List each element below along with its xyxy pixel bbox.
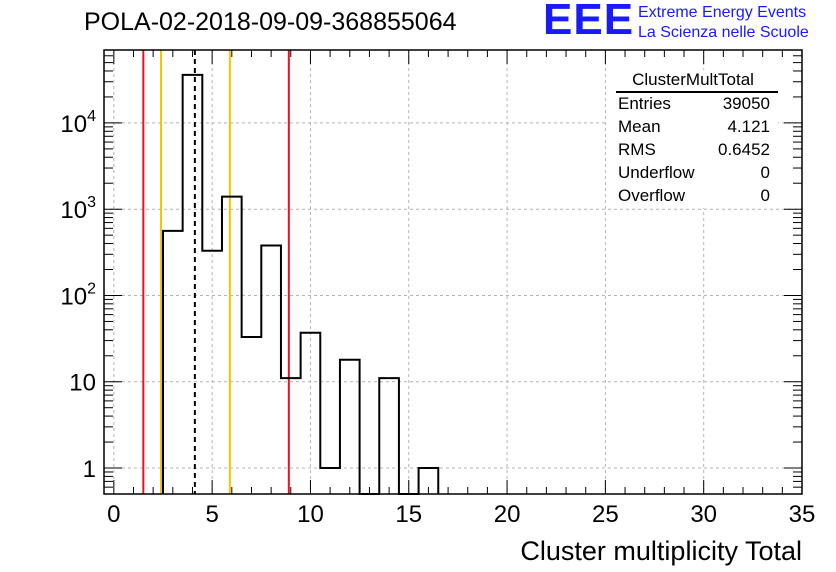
- stats-row-mean: Mean 4.121: [618, 117, 770, 140]
- histogram-bar: [242, 337, 262, 494]
- y-axis-ticks: 1 10 102 103 104: [60, 49, 802, 495]
- stats-value: 0: [760, 163, 770, 182]
- stats-value: 39050: [722, 94, 770, 113]
- stats-label: Overflow: [618, 186, 686, 205]
- histogram-bar: [202, 251, 222, 494]
- y-tick-label: 104: [60, 108, 96, 138]
- logo-line-1: Extreme Energy Events: [638, 4, 807, 21]
- marker-lines: [142, 50, 290, 494]
- x-axis-label: Cluster multiplicity Total: [520, 536, 802, 566]
- x-tick-label: 20: [494, 501, 521, 528]
- x-tick-label: 15: [395, 501, 422, 528]
- stats-row-entries: Entries 39050: [618, 94, 770, 117]
- stats-row-underflow: Underflow 0: [618, 163, 770, 186]
- plot-frame: [103, 49, 803, 495]
- x-tick-label: 25: [592, 501, 619, 528]
- histogram-bar: [261, 245, 281, 494]
- x-axis-ticks: 0 5 10 15 20 25 30 35: [107, 50, 815, 528]
- y-tick-label: 103: [60, 194, 96, 224]
- histogram-bar: [183, 75, 203, 494]
- x-tick-label: 30: [690, 501, 717, 528]
- stats-label: Underflow: [618, 163, 695, 182]
- y-tick-label: 10: [69, 370, 96, 397]
- stats-row-overflow: Overflow 0: [618, 186, 770, 209]
- stats-label: Entries: [618, 94, 671, 113]
- histogram-outline: [161, 73, 440, 495]
- stats-label: RMS: [618, 140, 656, 159]
- stats-box: ClusterMultTotal Entries 39050 Mean 4.12…: [608, 70, 778, 208]
- stats-value: 0: [760, 186, 770, 205]
- y-tick-label: 102: [60, 280, 96, 310]
- logo-line-2: La Scienza nelle Scuole: [638, 24, 809, 41]
- chart-title: POLA-02-2018-09-09-368855064: [84, 8, 457, 36]
- x-tick-label: 35: [789, 501, 816, 528]
- stats-value: 4.121: [727, 117, 770, 136]
- y-tick-label: 1: [83, 456, 96, 483]
- histogram-bar: [340, 360, 360, 494]
- stats-row-rms: RMS 0.6452: [618, 140, 770, 163]
- x-tick-label: 10: [297, 501, 324, 528]
- stats-value: 0.6452: [718, 140, 770, 159]
- histogram-bar: [163, 231, 183, 494]
- stats-header: ClusterMultTotal: [632, 70, 754, 89]
- x-tick-label: 5: [205, 501, 218, 528]
- x-tick-label: 0: [107, 501, 120, 528]
- histogram-bar: [379, 378, 399, 494]
- plot-border: [103, 49, 803, 495]
- stats-header-underline: [616, 91, 778, 93]
- eee-logo: EEE Extreme Energy Events La Scienza nel…: [543, 0, 833, 44]
- histogram-bars: [161, 73, 440, 495]
- histogram-bar: [281, 378, 301, 494]
- stats-label: Mean: [618, 117, 661, 136]
- histogram-bar: [222, 197, 242, 494]
- eee-logo-mark: EEE: [543, 0, 635, 44]
